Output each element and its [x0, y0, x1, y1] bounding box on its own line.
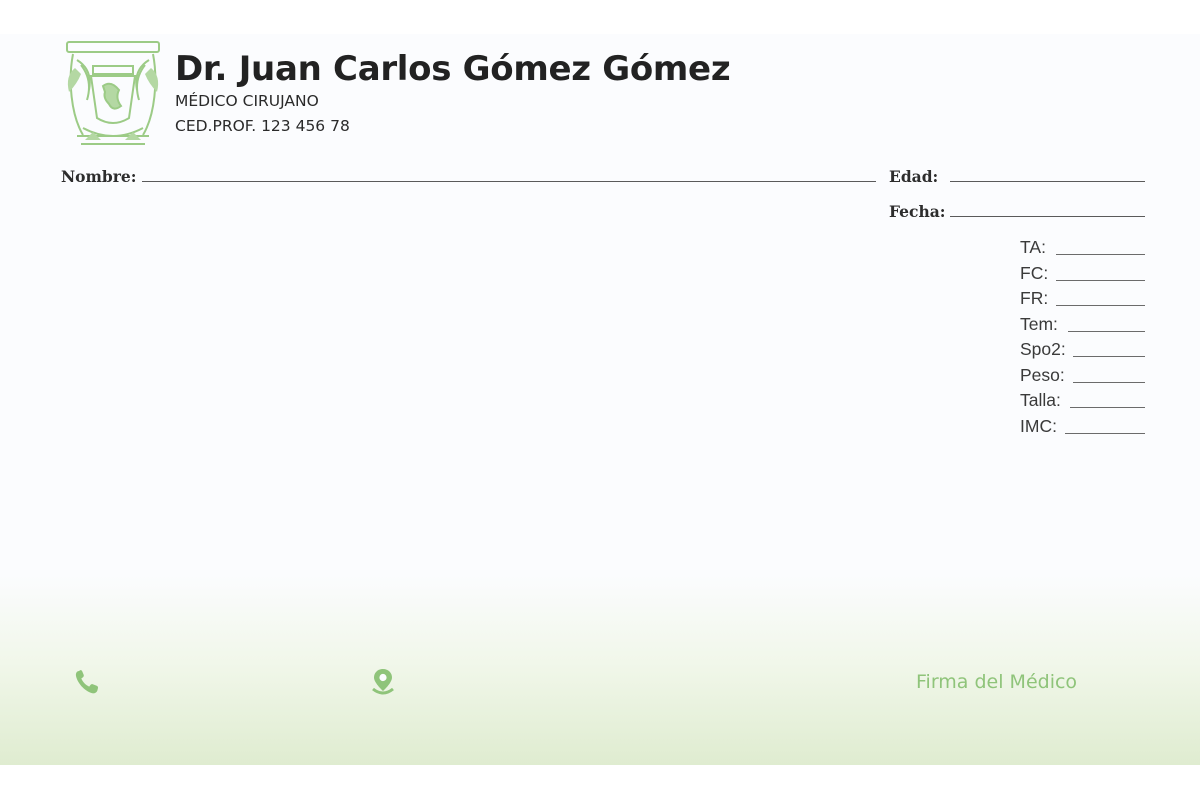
university-seal-icon	[66, 41, 160, 145]
vital-row-talla: Talla:	[1020, 390, 1145, 415]
professional-license: CED.PROF. 123 456 78	[175, 117, 350, 135]
vital-label: IMC:	[1020, 416, 1057, 436]
doctor-specialty: MÉDICO CIRUJANO	[175, 92, 319, 110]
vital-label: Talla:	[1020, 390, 1061, 410]
vital-label: Peso:	[1020, 365, 1065, 385]
vital-row-fc: FC:	[1020, 263, 1145, 288]
vital-field[interactable]	[1073, 382, 1145, 383]
vital-label: TA:	[1020, 237, 1046, 257]
edad-field[interactable]	[950, 181, 1145, 182]
vital-field[interactable]	[1068, 331, 1145, 332]
signature-label: Firma del Médico	[916, 671, 1078, 693]
phone-icon	[75, 670, 99, 694]
vital-label: FC:	[1020, 263, 1049, 283]
vital-label: FR:	[1020, 288, 1049, 308]
location-pin-icon	[372, 669, 394, 695]
vital-row-spo2: Spo2:	[1020, 339, 1145, 364]
vital-field[interactable]	[1056, 254, 1145, 255]
vital-label: Spo2:	[1020, 339, 1066, 359]
vital-row-ta: TA:	[1020, 237, 1145, 262]
nombre-label: Nombre:	[61, 167, 137, 186]
vital-field[interactable]	[1070, 407, 1145, 408]
vital-row-imc: IMC:	[1020, 416, 1145, 441]
vital-field[interactable]	[1073, 356, 1145, 357]
doctor-name: Dr. Juan Carlos Gómez Gómez	[175, 49, 731, 89]
edad-label: Edad:	[889, 167, 939, 186]
vital-row-tem: Tem:	[1020, 314, 1145, 339]
fecha-field[interactable]	[950, 216, 1145, 217]
vital-field[interactable]	[1056, 305, 1145, 306]
vital-label: Tem:	[1020, 314, 1058, 334]
nombre-field[interactable]	[142, 181, 876, 182]
vital-field[interactable]	[1056, 280, 1145, 281]
vital-row-peso: Peso:	[1020, 365, 1145, 390]
vital-row-fr: FR:	[1020, 288, 1145, 313]
prescription-sheet	[0, 34, 1200, 765]
fecha-label: Fecha:	[889, 202, 946, 221]
vital-field[interactable]	[1065, 433, 1145, 434]
